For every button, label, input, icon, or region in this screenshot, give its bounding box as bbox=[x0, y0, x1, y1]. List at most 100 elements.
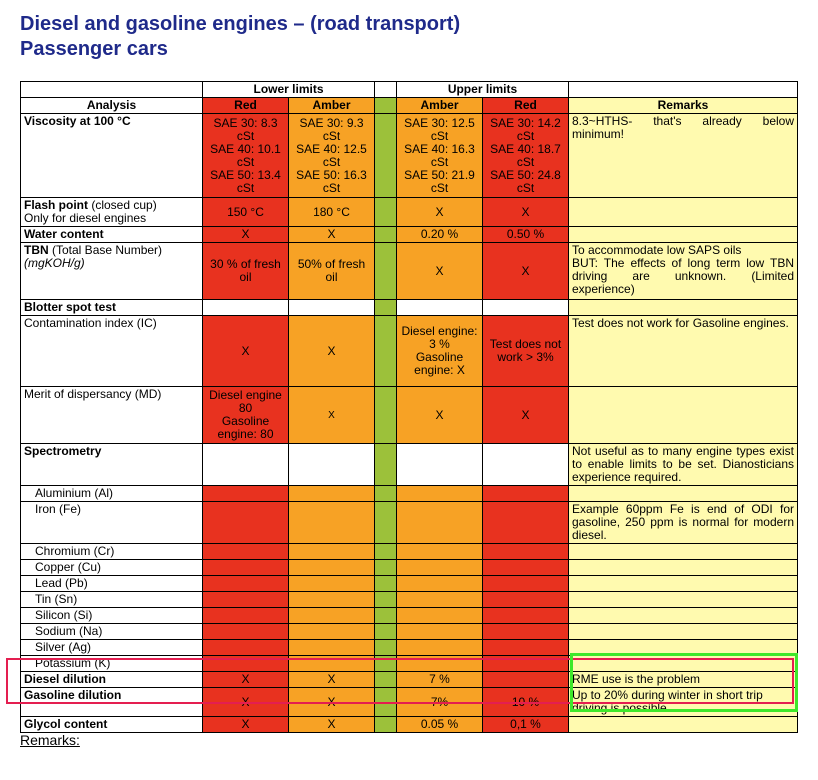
dispersancy-label: Merit of dispersancy (MD) bbox=[20, 386, 203, 444]
header-row-limits: Lower limits Upper limits bbox=[20, 81, 798, 98]
red-cell bbox=[202, 575, 289, 592]
green-cell bbox=[374, 559, 397, 576]
empty-remark-cell bbox=[568, 607, 798, 624]
red-cell bbox=[482, 607, 569, 624]
amber-cell bbox=[396, 559, 483, 576]
empty-cell bbox=[288, 299, 375, 316]
amber-cell bbox=[288, 655, 375, 672]
amber-cell bbox=[396, 485, 483, 502]
row-diesel-dilution: Diesel dilution X X 7 % RME use is the p… bbox=[20, 671, 798, 688]
green-cell bbox=[374, 315, 397, 387]
green-cell bbox=[374, 655, 397, 672]
green-cell bbox=[374, 501, 397, 544]
red-cell bbox=[202, 501, 289, 544]
chromium-label: Chromium (Cr) bbox=[20, 543, 203, 560]
title-line-1: Diesel and gasoline engines – (road tran… bbox=[20, 13, 461, 35]
header-lower-limits: Lower limits bbox=[202, 81, 375, 98]
glycol-lower-amber: X bbox=[288, 716, 375, 733]
red-cell bbox=[202, 607, 289, 624]
green-cell bbox=[374, 623, 397, 640]
red-cell bbox=[482, 639, 569, 656]
document-title: Diesel and gasoline engines – (road tran… bbox=[20, 12, 460, 62]
gasoline-dilution-label: Gasoline dilution bbox=[20, 687, 203, 717]
green-cell bbox=[374, 485, 397, 502]
row-water-content: Water content X X 0.20 % 0.50 % bbox=[20, 226, 798, 243]
green-cell bbox=[374, 386, 397, 444]
amber-cell bbox=[396, 543, 483, 560]
title-line-2: Passenger cars bbox=[20, 38, 168, 60]
red-cell bbox=[482, 543, 569, 560]
gasoline-dilution-upper-amber: 7% bbox=[396, 687, 483, 717]
red-cell bbox=[482, 575, 569, 592]
amber-cell bbox=[288, 485, 375, 502]
water-lower-red: X bbox=[202, 226, 289, 243]
dispersancy-lower-amber: X bbox=[288, 386, 375, 444]
row-silver: Silver (Ag) bbox=[20, 639, 798, 656]
amber-cell bbox=[396, 639, 483, 656]
row-potassium: Potassium (K) bbox=[20, 655, 798, 672]
gasoline-dilution-upper-red: 10 % bbox=[482, 687, 569, 717]
empty-remark-cell bbox=[568, 299, 798, 316]
red-cell bbox=[202, 655, 289, 672]
iron-label: Iron (Fe) bbox=[20, 501, 203, 544]
tbn-upper-red: X bbox=[482, 242, 569, 300]
row-glycol: Glycol content X X 0.05 % 0,1 % bbox=[20, 716, 798, 733]
green-cell bbox=[374, 607, 397, 624]
empty-remark-cell bbox=[568, 559, 798, 576]
tbn-upper-amber: X bbox=[396, 242, 483, 300]
red-cell bbox=[482, 485, 569, 502]
header-blank bbox=[20, 81, 203, 98]
gasoline-dilution-lower-amber: X bbox=[288, 687, 375, 717]
contamination-lower-red: X bbox=[202, 315, 289, 387]
gasoline-dilution-lower-red: X bbox=[202, 687, 289, 717]
flash-lower-red: 150 °C bbox=[202, 197, 289, 227]
amber-cell bbox=[288, 623, 375, 640]
green-cell bbox=[374, 591, 397, 608]
diesel-dilution-upper-red bbox=[482, 671, 569, 688]
row-sodium: Sodium (Na) bbox=[20, 623, 798, 640]
viscosity-lower-red: SAE 30: 8.3 cSt SAE 40: 10.1 cSt SAE 50:… bbox=[202, 113, 289, 198]
header-upper-amber: Amber bbox=[396, 97, 483, 114]
dispersancy-upper-amber: X bbox=[396, 386, 483, 444]
tbn-name-rest: (Total Base Number) bbox=[48, 243, 163, 257]
water-remark bbox=[568, 226, 798, 243]
empty-remark-cell bbox=[568, 543, 798, 560]
empty-remark-cell bbox=[568, 623, 798, 640]
blotter-label: Blotter spot test bbox=[20, 299, 203, 316]
tbn-remark-line2: BUT: The effects of long term low TBN dr… bbox=[572, 256, 794, 296]
dispersancy-remark bbox=[568, 386, 798, 444]
tbn-remark: To accommodate low SAPS oils BUT: The eff… bbox=[568, 242, 798, 300]
copper-label: Copper (Cu) bbox=[20, 559, 203, 576]
header-remarks: Remarks bbox=[568, 97, 798, 114]
green-cell bbox=[374, 639, 397, 656]
empty-remark-cell bbox=[568, 655, 798, 672]
flash-label: Flash point (closed cup) Only for diesel … bbox=[20, 197, 203, 227]
glycol-upper-amber: 0.05 % bbox=[396, 716, 483, 733]
tbn-lower-red: 30 % of fresh oil bbox=[202, 242, 289, 300]
flash-name-rest: (closed cup) bbox=[88, 198, 157, 212]
diesel-dilution-lower-red: X bbox=[202, 671, 289, 688]
water-upper-red: 0.50 % bbox=[482, 226, 569, 243]
red-cell bbox=[202, 543, 289, 560]
row-contamination: Contamination index (IC) X X Diesel engi… bbox=[20, 315, 798, 387]
header-analysis: Analysis bbox=[20, 97, 203, 114]
row-spectrometry: Spectrometry Not useful as to many engin… bbox=[20, 443, 798, 486]
spectrometry-remark: Not useful as to many engine types exist… bbox=[568, 443, 798, 486]
empty-cell bbox=[396, 299, 483, 316]
green-cell bbox=[374, 113, 397, 198]
empty-cell bbox=[202, 299, 289, 316]
tbn-name: TBN bbox=[24, 243, 49, 257]
green-cell bbox=[374, 575, 397, 592]
amber-cell bbox=[288, 543, 375, 560]
red-cell bbox=[202, 639, 289, 656]
contamination-lower-amber: X bbox=[288, 315, 375, 387]
amber-cell bbox=[396, 591, 483, 608]
header-row-columns: Analysis Red Amber Amber Red Remarks bbox=[20, 97, 798, 114]
iron-remark: Example 60ppm Fe is end of ODI for gasol… bbox=[568, 501, 798, 544]
silicon-label: Silicon (Si) bbox=[20, 607, 203, 624]
water-upper-amber: 0.20 % bbox=[396, 226, 483, 243]
green-cell bbox=[374, 543, 397, 560]
header-lower-amber: Amber bbox=[288, 97, 375, 114]
amber-cell bbox=[288, 501, 375, 544]
diesel-dilution-lower-amber: X bbox=[288, 671, 375, 688]
